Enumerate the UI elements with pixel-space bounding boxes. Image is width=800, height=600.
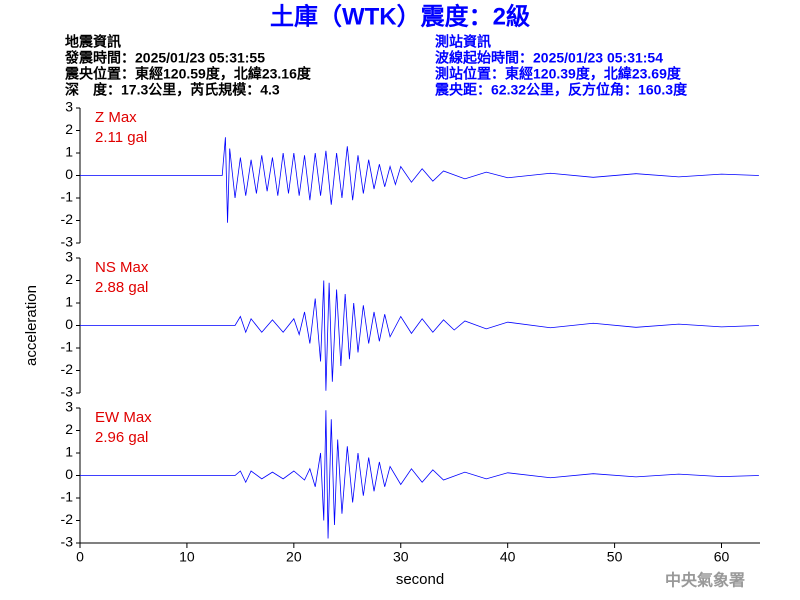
x-tick-label: 60: [714, 549, 730, 565]
x-tick-label: 10: [179, 549, 195, 565]
title: 土庫（WTK）震度：2級: [270, 2, 530, 30]
x-tick-label: 50: [607, 549, 623, 565]
info: 震央距：62.32公里，反方位角：160.3度: [434, 82, 688, 98]
y-tick-label: 2: [65, 421, 73, 437]
y-tick-label: 2: [65, 271, 73, 287]
waveform: [80, 410, 759, 539]
info: 地震資訊: [65, 34, 121, 50]
info: 測站位置：東經120.39度，北緯23.69度: [435, 66, 682, 82]
x-tick-label: 30: [393, 549, 409, 565]
waveform: [80, 280, 759, 391]
y-tick-label: -2: [61, 361, 74, 377]
y-tick-label: 0: [65, 316, 73, 332]
info: 發震時間：2025/01/23 05:31:55: [64, 50, 265, 66]
info: 深 度：17.3公里，芮氏規模：4.3: [65, 82, 280, 98]
y-tick-label: -3: [61, 384, 74, 400]
annotation: NS Max: [95, 259, 149, 276]
info: 波線起始時間：2025/01/23 05:31:54: [435, 50, 663, 66]
y-tick-label: -1: [61, 189, 74, 205]
y-tick-label: -1: [61, 339, 74, 355]
annotation: EW Max: [95, 409, 152, 426]
x-tick-label: 40: [500, 549, 516, 565]
y-tick-label: -2: [61, 211, 74, 227]
annotation: Z Max: [95, 109, 137, 126]
y-tick-label: 0: [65, 466, 73, 482]
waveform: [80, 137, 759, 223]
x-tick-label: 20: [286, 549, 302, 565]
y-tick-label: 1: [65, 444, 73, 460]
y-tick-label: 1: [65, 144, 73, 160]
y-axis-label: acceleration: [23, 285, 40, 366]
y-tick-label: -3: [61, 534, 74, 550]
y-tick-label: 2: [65, 121, 73, 137]
y-tick-label: 0: [65, 166, 73, 182]
y-tick-label: 1: [65, 294, 73, 310]
y-tick-label: -2: [61, 511, 74, 527]
annotation: 2.96 gal: [95, 429, 148, 446]
y-tick-label: -1: [61, 489, 74, 505]
y-tick-label: 3: [65, 99, 73, 115]
x-tick-label: 0: [76, 549, 84, 565]
info: 測站資訊: [435, 34, 491, 50]
y-tick-label: 3: [65, 399, 73, 415]
y-tick-label: -3: [61, 234, 74, 250]
x-axis-label: second: [396, 571, 444, 588]
annotation: 2.88 gal: [95, 279, 148, 296]
footer: 中央氣象署: [665, 571, 745, 590]
info: 震央位置：東經120.59度，北緯23.16度: [64, 66, 312, 82]
annotation: 2.11 gal: [95, 129, 147, 146]
y-tick-label: 3: [65, 249, 73, 265]
